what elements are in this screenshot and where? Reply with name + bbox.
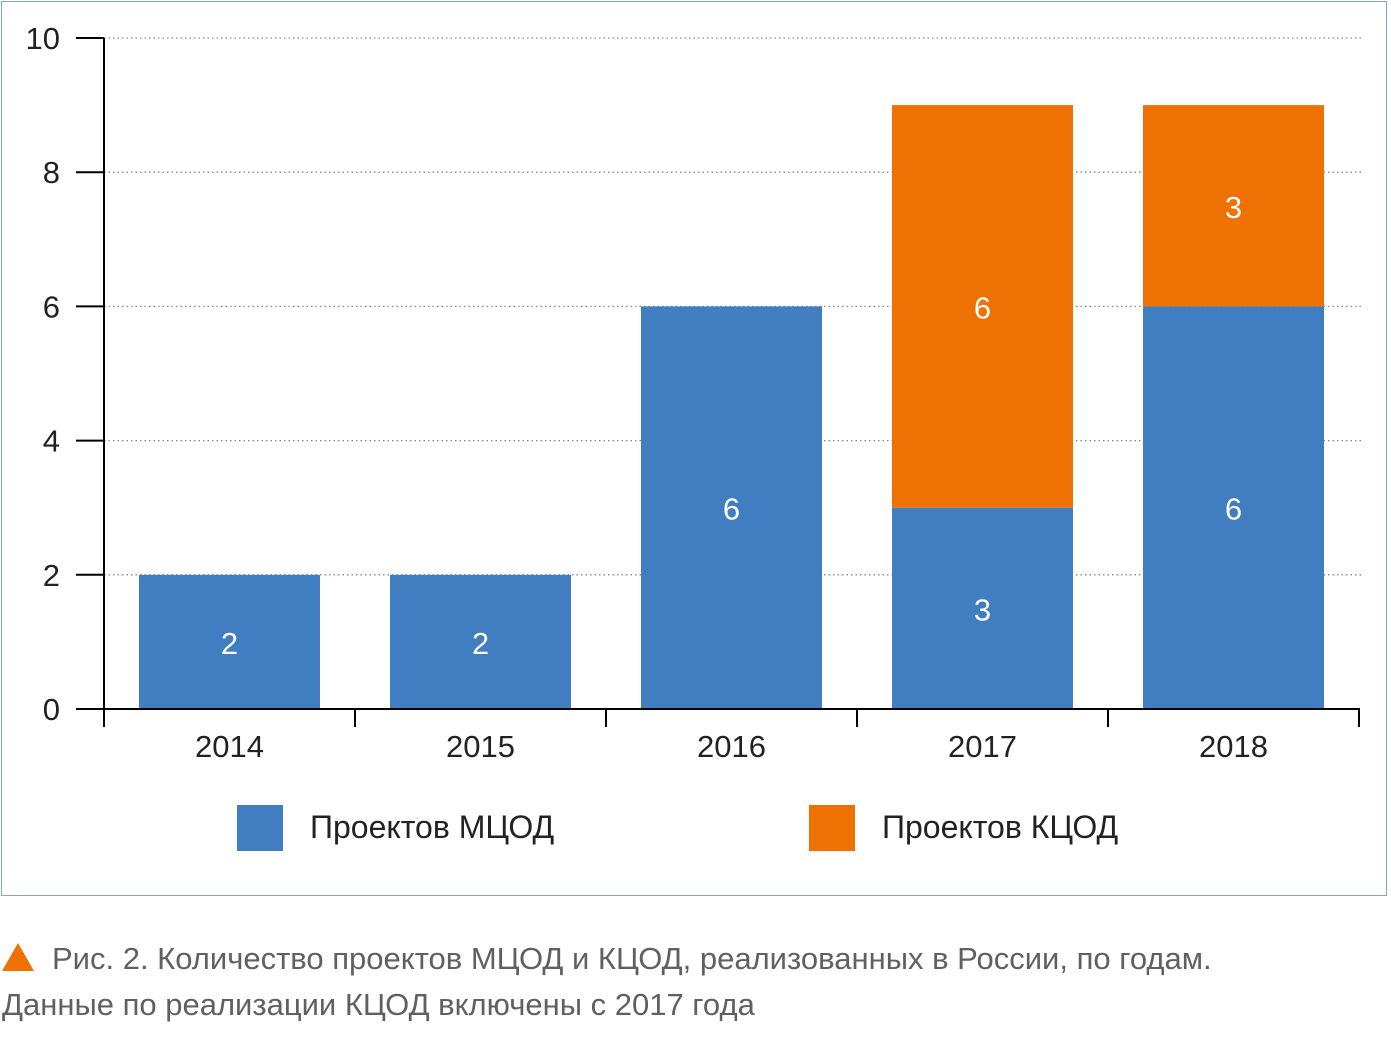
bar-value-label: 2: [221, 626, 238, 661]
bar-value-label: 2: [472, 626, 489, 661]
x-tick-label: 2016: [697, 729, 766, 764]
y-tick-label: 4: [43, 424, 60, 459]
y-tick-label: 10: [26, 21, 60, 56]
y-tick-label: 8: [43, 155, 60, 190]
bar-value-label: 6: [1225, 492, 1242, 527]
x-tick-label: 2017: [948, 729, 1017, 764]
caption-line1: Рис. 2. Количество проектов МЦОД и КЦОД,…: [52, 941, 1212, 976]
x-tick-label: 2018: [1199, 729, 1268, 764]
bar: [1143, 105, 1324, 307]
bar-value-label: 6: [723, 492, 740, 527]
bar: [892, 507, 1073, 709]
legend-swatch: [809, 805, 855, 851]
bar: [390, 574, 571, 709]
bar: [641, 306, 822, 709]
legend-label: Проектов КЦОД: [882, 809, 1119, 845]
figure-caption: Рис. 2. Количество проектов МЦОД и КЦОД,…: [2, 936, 1391, 1028]
stacked-bar-chart: 0 2 4 6 8 10 2 2014 2 2015 6 2016 3 6 2017 6 3 2018 Проект…: [26, 21, 1362, 851]
legend-swatch: [237, 805, 283, 851]
caption-line2: Данные по реализации КЦОД включены с 201…: [2, 987, 755, 1022]
x-tick-label: 2014: [195, 729, 264, 764]
y-tick-label: 2: [43, 558, 60, 593]
bar-value-label: 3: [1225, 190, 1242, 225]
y-tick-label: 6: [43, 289, 60, 324]
bar: [1143, 306, 1324, 709]
bar-value-label: 3: [974, 592, 991, 627]
chart-frame: [1, 1, 1387, 896]
y-tick-label: 0: [43, 692, 60, 727]
legend-label: Проектов МЦОД: [310, 809, 555, 845]
triangle-icon: [2, 943, 34, 971]
bar-value-label: 6: [974, 290, 991, 325]
bar: [139, 574, 320, 709]
bar: [892, 105, 1073, 508]
x-tick-label: 2015: [446, 729, 515, 764]
